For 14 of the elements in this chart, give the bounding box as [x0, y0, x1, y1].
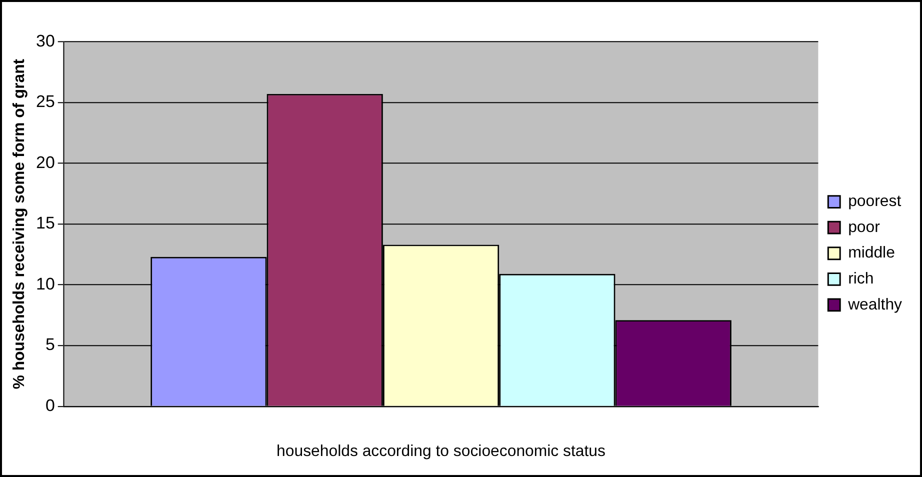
legend-label: poorest: [848, 193, 902, 210]
y-axis-title: % households receiving some form of grant: [10, 58, 28, 390]
legend-label: middle: [848, 244, 896, 262]
y-tick-label: 5: [45, 335, 55, 354]
y-tick-label: 25: [36, 92, 55, 112]
y-tick-label: 15: [36, 214, 55, 233]
legend-label: poor: [848, 218, 881, 236]
legend-label: wealthy: [847, 296, 902, 314]
y-tick-label: 30: [36, 31, 55, 50]
y-tick-label: 10: [36, 274, 55, 294]
y-tick-label: 0: [45, 396, 55, 416]
y-tick-label: 20: [36, 152, 55, 172]
legend-label: rich: [848, 270, 874, 288]
x-axis-title: households according to socioeconomic status: [276, 442, 606, 460]
